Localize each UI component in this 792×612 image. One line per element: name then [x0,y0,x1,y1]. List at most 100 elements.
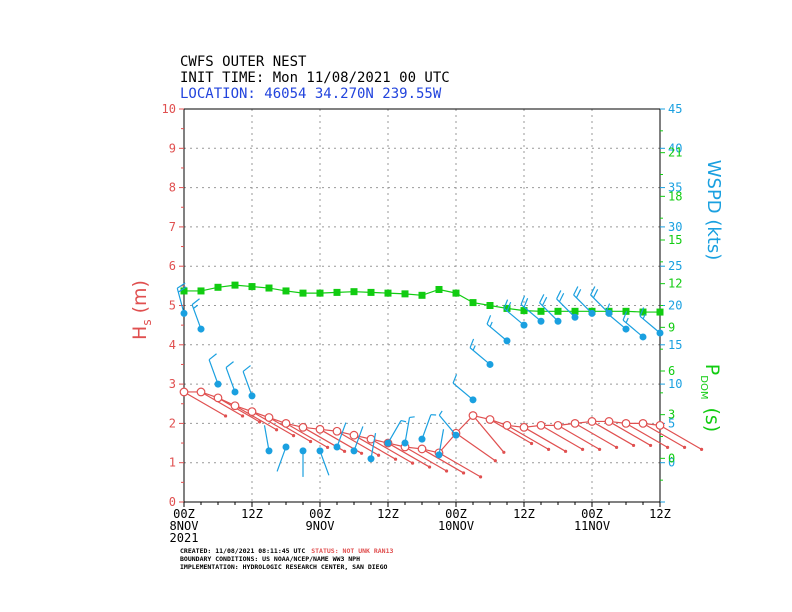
hs-point [638,419,648,428]
wspd-tick-label: 15 [668,338,682,352]
hs-direction-arrow [200,391,243,417]
hs-direction-arrow [489,418,532,444]
wspd-point [214,380,222,388]
footer-status: STATUS: NOT UNK RAN13 [311,547,393,555]
hs-arrow-head [257,420,262,424]
wind-barb-flag [208,353,217,361]
x-tick-label: 00Z [445,507,467,521]
wind-barb-flag [191,298,200,306]
hs-point [502,420,512,430]
pdom-point [537,307,545,315]
wind-barb-flag [503,299,509,309]
pdom-tick-label: 12 [668,277,682,291]
hs-direction-arrow [251,411,294,437]
wind-barb-flag [575,289,582,299]
wind-barb-flag [486,315,492,325]
hs-axis-title-sub: s [140,319,154,325]
hs-arrow-head [478,475,483,479]
hs-direction-arrow [404,446,447,472]
pdom-point [554,307,562,315]
hs-direction-arrow [285,422,328,448]
wspd-point [350,447,358,455]
pdom-point [656,308,664,316]
wind-barb-staff [605,311,627,330]
pdom-point [350,288,358,296]
wind-barb-flag [558,292,565,303]
wspd-point [571,313,579,321]
x-tick-label: 12Z [513,507,535,521]
hs-direction-arrow [234,405,277,431]
wspd-point [639,333,647,341]
hs-tick-label: 9 [169,141,176,155]
pdom-tick-label: 15 [668,233,682,247]
wind-barb-staff [573,294,593,314]
wind-barb-staff [176,288,185,314]
wspd-tick-label: 10 [668,377,682,391]
hs-arrow-head [597,447,602,451]
hs-arrow-head [308,439,313,444]
pdom-axis: 0 3 6 9 12 15 18 21 [660,130,682,481]
hs-arrow-head [563,449,568,453]
hs-direction-arrow [353,434,396,460]
pdom-tick-label: 21 [668,146,682,160]
hs-arrow-head [493,459,497,463]
wind-barb-half-flag [193,304,199,309]
header-title: CWFS OUTER NEST [180,54,307,70]
wind-barb-flag [539,294,545,304]
wind-barb-staff [421,414,432,440]
wind-barb-staff [387,420,402,444]
hs-arrow-head [291,434,296,438]
wind-barb-flag [523,298,529,308]
pdom-tick-label: 9 [668,320,675,334]
wind-barb-staff [590,294,610,314]
pdom-point [282,287,290,295]
hs-axis-title: Hs (m) [129,280,154,340]
wspd-tick-label: 40 [668,141,682,155]
wind-barb-staff [438,414,457,436]
wind-barb-half-flag [472,345,476,351]
wind-barb-half-flag [489,321,493,327]
hs-point [230,401,240,411]
hs-point [570,419,580,428]
wspd-point [418,435,426,443]
series-layer [176,281,704,479]
wind-barb-half-flag [438,410,443,416]
wind-barb-flag [590,286,596,296]
wspd-point [197,325,205,333]
wspd-axis-title: WSPD (kts) [703,160,724,261]
hs-tick-label: 1 [169,456,176,470]
hs-direction-arrow [591,420,634,446]
x-tick-label: 12Z [649,507,671,521]
hs-direction-arrow [642,422,685,448]
wind-barb-flag [541,296,548,306]
hs-arrow-head [631,443,636,448]
wind-barb-half-flag [608,309,612,316]
wspd-point [452,431,460,439]
hs-arrow-head [665,445,670,449]
x-tick-label: 00Z [309,507,331,521]
wspd-point [469,396,477,404]
wspd-point [537,317,545,325]
wind-barb-flag [573,286,579,296]
wind-barb-staff [438,429,445,455]
pdom-point [384,289,392,297]
hs-arrow-head [502,450,506,454]
wspd-point [503,337,511,345]
hs-direction-arrow [438,452,481,478]
pdom-point [401,290,409,298]
wind-barb-flag [520,295,526,305]
wind-barb-staff [370,433,377,459]
hs-point [468,411,478,420]
wind-barb-half-flag [400,419,407,423]
wspd-tick-label: 0 [668,456,675,470]
hs-arrow-head [614,445,619,449]
x-tick-date: 8NOV [170,519,199,533]
pdom-axis-title-sub: DOM [698,375,709,399]
footer-boundary: BOUNDARY CONDITIONS: US NOAA/NCEP/NAME W… [180,555,360,563]
wind-barb-flag [556,290,562,300]
hs-direction-arrow [523,426,566,452]
hs-arrow-head [580,447,585,451]
